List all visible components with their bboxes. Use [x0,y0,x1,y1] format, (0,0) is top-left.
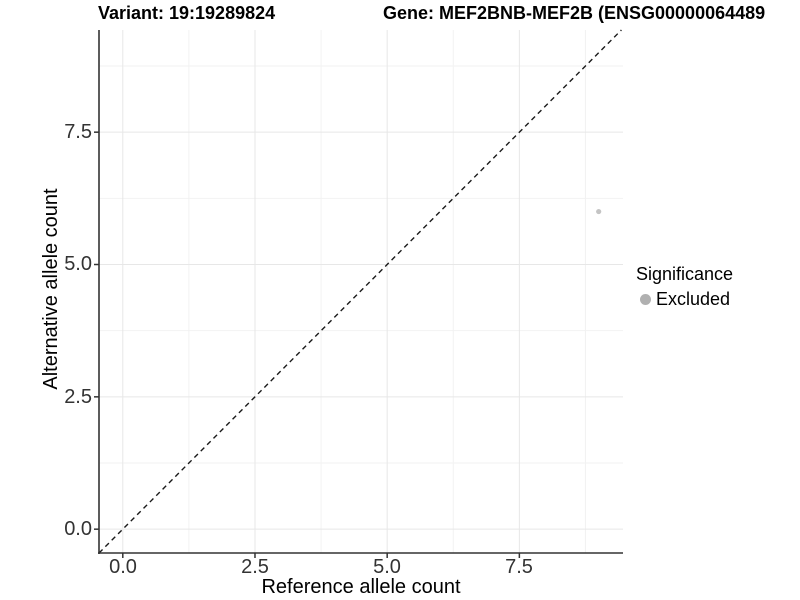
grid-minor [99,30,623,553]
axis-lines [98,30,623,554]
x-tick-label-1: 2.5 [241,556,269,578]
legend-entry-label: Excluded [656,288,731,309]
data-point [596,208,602,215]
identity-reference-line [98,29,622,554]
grid-major [99,30,623,553]
y-tick-label-1: 2.5 [64,386,92,408]
x-tick-label-3: 7.5 [505,556,533,578]
x-axis-title: Reference allele count [261,576,461,598]
x-tick-label-2: 5.0 [373,556,401,578]
y-axis-title: Alternative allele count [40,188,62,390]
y-tick-label-3: 7.5 [64,121,92,143]
plot-title-variant: Variant: 19:19289824 [98,3,276,23]
y-tick-label-2: 5.0 [64,253,92,275]
y-tick-label-0: 0.0 [64,518,92,540]
tick-marks [94,131,521,558]
x-tick-label-0: 0.0 [109,556,137,578]
legend-entry-excluded: Excluded [636,289,733,311]
plot-title-gene: Gene: MEF2BNB-MEF2B (ENSG00000064489 [383,3,766,23]
excluded-point-icon [640,293,651,305]
legend-title: Significance [636,264,734,284]
legend: Significance Excluded [636,264,733,310]
